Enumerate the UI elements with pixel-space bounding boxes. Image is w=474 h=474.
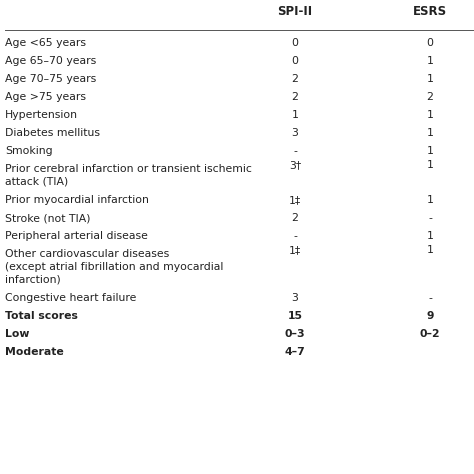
Text: 1‡: 1‡ bbox=[289, 195, 301, 205]
Text: Moderate: Moderate bbox=[5, 347, 64, 357]
Text: Diabetes mellitus: Diabetes mellitus bbox=[5, 128, 100, 138]
Text: 4–7: 4–7 bbox=[284, 347, 305, 357]
Text: Low: Low bbox=[5, 329, 29, 339]
Text: 2: 2 bbox=[427, 92, 433, 102]
Text: 1: 1 bbox=[427, 161, 433, 171]
Text: 1: 1 bbox=[292, 110, 299, 120]
Text: 15: 15 bbox=[288, 311, 302, 321]
Text: 1: 1 bbox=[427, 110, 433, 120]
Text: 2: 2 bbox=[292, 74, 299, 84]
Text: Smoking: Smoking bbox=[5, 146, 53, 156]
Text: 3: 3 bbox=[292, 128, 299, 138]
Text: Congestive heart failure: Congestive heart failure bbox=[5, 293, 137, 303]
Text: Age 70–75 years: Age 70–75 years bbox=[5, 74, 96, 84]
Text: 2: 2 bbox=[292, 213, 299, 223]
Text: 3: 3 bbox=[292, 293, 299, 303]
Text: Age >75 years: Age >75 years bbox=[5, 92, 86, 102]
Text: ESRS: ESRS bbox=[413, 5, 447, 18]
Text: SPI-II: SPI-II bbox=[277, 5, 312, 18]
Text: Total scores: Total scores bbox=[5, 311, 78, 321]
Text: Peripheral arterial disease: Peripheral arterial disease bbox=[5, 231, 148, 241]
Text: 1: 1 bbox=[427, 74, 433, 84]
Text: 1: 1 bbox=[427, 56, 433, 66]
Text: Age <65 years: Age <65 years bbox=[5, 38, 86, 48]
Text: 2: 2 bbox=[292, 92, 299, 102]
Text: Hypertension: Hypertension bbox=[5, 110, 78, 120]
Text: -: - bbox=[428, 293, 432, 303]
Text: 1: 1 bbox=[427, 195, 433, 205]
Text: Other cardiovascular diseases
(except atrial fibrillation and myocardial
infarct: Other cardiovascular diseases (except at… bbox=[5, 249, 223, 285]
Text: -: - bbox=[293, 231, 297, 241]
Text: 0: 0 bbox=[292, 38, 299, 48]
Text: 1: 1 bbox=[427, 231, 433, 241]
Text: 0: 0 bbox=[427, 38, 434, 48]
Text: 0–2: 0–2 bbox=[419, 329, 440, 339]
Text: 0: 0 bbox=[292, 56, 299, 66]
Text: 1: 1 bbox=[427, 146, 433, 156]
Text: Age 65–70 years: Age 65–70 years bbox=[5, 56, 96, 66]
Text: 9: 9 bbox=[426, 311, 434, 321]
Text: -: - bbox=[293, 146, 297, 156]
Text: 3†: 3† bbox=[289, 161, 301, 171]
Text: Prior myocardial infarction: Prior myocardial infarction bbox=[5, 195, 149, 205]
Text: 1: 1 bbox=[427, 128, 433, 138]
Text: 0–3: 0–3 bbox=[285, 329, 305, 339]
Text: 1: 1 bbox=[427, 246, 433, 255]
Text: Stroke (not TIA): Stroke (not TIA) bbox=[5, 213, 91, 223]
Text: -: - bbox=[428, 213, 432, 223]
Text: 1‡: 1‡ bbox=[289, 246, 301, 255]
Text: Prior cerebral infarction or transient ischemic
attack (TIA): Prior cerebral infarction or transient i… bbox=[5, 164, 252, 187]
